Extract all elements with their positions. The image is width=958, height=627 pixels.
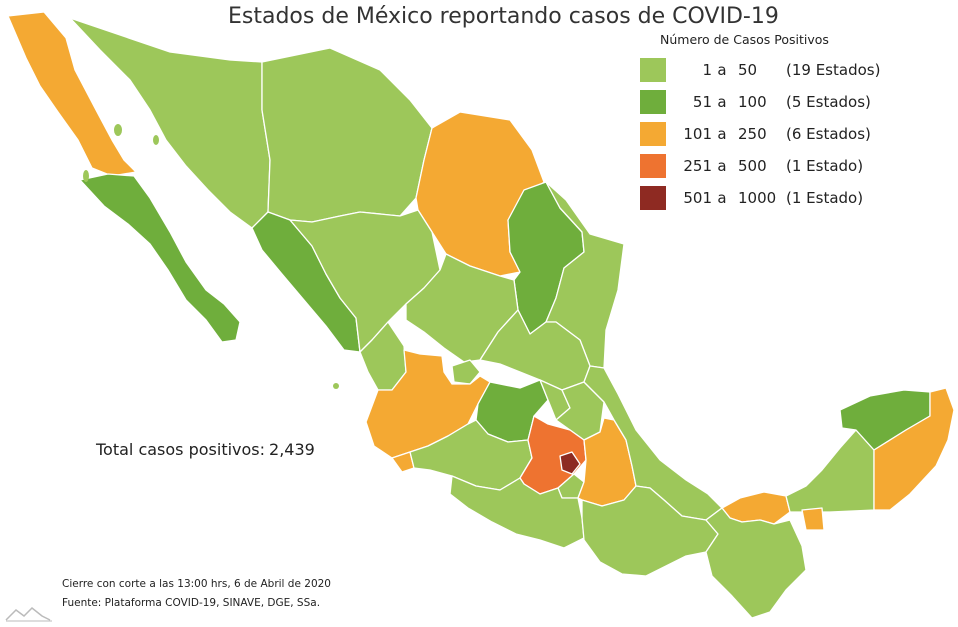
legend-state-count: (6 Estados) <box>786 125 871 143</box>
cutoff-note: Cierre con corte a las 13:00 hrs, 6 de A… <box>62 578 331 590</box>
island-cedros <box>83 170 89 182</box>
island-cozumel <box>153 135 159 145</box>
total-positive-cases: Total casos positivos: 2,439 <box>96 440 319 459</box>
total-value: 2,439 <box>269 440 315 459</box>
legend-range-joiner: a <box>717 61 727 79</box>
legend-range-low: 1 <box>702 61 712 79</box>
state-campeche-south[interactable] <box>801 507 825 531</box>
legend-state-count: (1 Estado) <box>786 189 864 207</box>
state-chihuahua[interactable] <box>261 47 433 223</box>
legend-range-joiner: a <box>717 125 727 143</box>
legend-range-high: 250 <box>738 125 767 143</box>
legend-range-high: 100 <box>738 93 767 111</box>
legend-swatch <box>640 186 666 210</box>
legend-range-high: 1000 <box>738 189 777 207</box>
total-label: Total casos positivos: <box>96 440 266 459</box>
legend-range-joiner: a <box>717 93 727 111</box>
legend-swatch <box>640 58 666 82</box>
source-note: Fuente: Plataforma COVID-19, SINAVE, DGE… <box>62 597 321 609</box>
legend-range-low: 251 <box>683 157 712 175</box>
legend-range-joiner: a <box>717 157 727 175</box>
legend-row: 101 a 250 (6 Estados) <box>640 122 871 146</box>
legend-range-low: 51 <box>692 93 712 111</box>
state-ciudad-de-mexico[interactable] <box>559 451 581 475</box>
legend-state-count: (1 Estado) <box>786 157 864 175</box>
state-guerrero[interactable] <box>449 475 585 549</box>
island-maria <box>333 383 339 389</box>
legend-row: 1 a 50 (19 Estados) <box>640 58 880 82</box>
legend-swatch <box>640 90 666 114</box>
state-campeche[interactable] <box>785 429 875 513</box>
legend-state-count: (5 Estados) <box>786 93 871 111</box>
mountain-logo-icon <box>5 606 52 622</box>
legend-row: 251 a 500 (1 Estado) <box>640 154 863 178</box>
legend-row: 501 a 1000 (1 Estado) <box>640 186 863 210</box>
legend-swatch <box>640 154 666 178</box>
legend-swatch <box>640 122 666 146</box>
state-baja-california-sur[interactable] <box>79 173 241 343</box>
state-baja-california[interactable] <box>7 11 137 177</box>
map-title: Estados de México reportando casos de CO… <box>228 4 779 29</box>
state-sonora[interactable] <box>69 17 271 229</box>
legend-state-count: (19 Estados) <box>786 61 881 79</box>
legend-row: 51 a 100 (5 Estados) <box>640 90 871 114</box>
legend-range-low: 101 <box>683 125 712 143</box>
state-aguascalientes[interactable] <box>451 359 481 385</box>
legend-title: Número de Casos Positivos <box>660 32 829 47</box>
state-quintana-roo[interactable] <box>873 387 955 511</box>
island-tiburon <box>114 124 122 136</box>
legend: Número de Casos Positivos 1 a 50 (19 Est… <box>630 32 880 210</box>
legend-range-high: 50 <box>738 61 758 79</box>
legend-range-joiner: a <box>717 189 727 207</box>
legend-range-high: 500 <box>738 157 767 175</box>
state-chiapas[interactable] <box>705 507 807 619</box>
legend-range-low: 501 <box>683 189 712 207</box>
